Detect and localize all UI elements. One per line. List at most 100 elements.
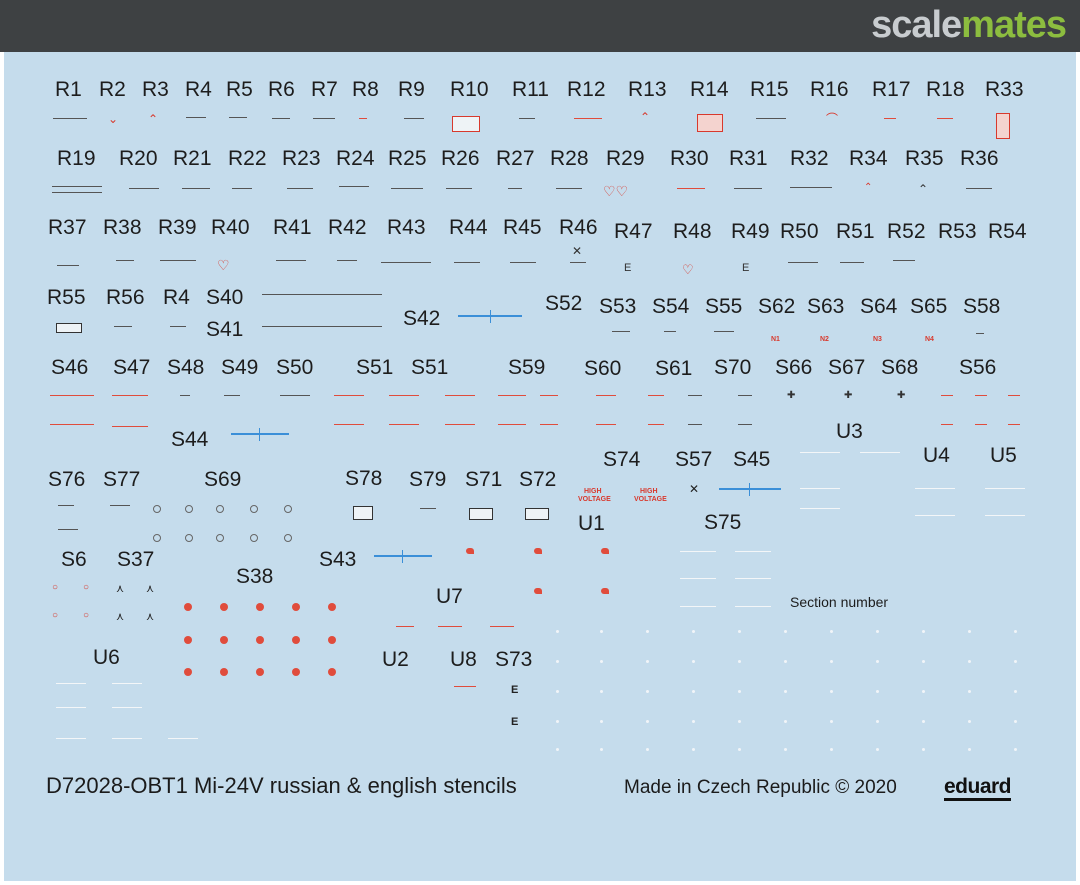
red-arrow-stencil xyxy=(328,668,336,676)
stencil-red-line xyxy=(334,424,364,425)
stencil-text-line xyxy=(738,424,752,425)
stencil-panel-box xyxy=(697,114,723,132)
stencil-text-line xyxy=(688,395,702,396)
stencil-text-line xyxy=(53,118,87,119)
decal-label: R4 xyxy=(163,286,190,309)
white-stencil-line xyxy=(680,551,716,552)
stencil-arrow-icon: ⌃ xyxy=(148,112,159,126)
decal-label: R16 xyxy=(810,78,849,101)
stencil-red-line xyxy=(937,118,953,119)
stencil-text-line xyxy=(664,331,676,332)
decal-label: S57 xyxy=(675,448,713,471)
stencil-text-line xyxy=(57,265,79,266)
section-number-mark xyxy=(830,630,833,633)
high-voltage-line2: VOLTAGE xyxy=(634,496,667,503)
white-stencil-line xyxy=(915,488,955,489)
stencil-text-line xyxy=(738,395,752,396)
stencil-panel-box xyxy=(525,508,549,520)
decal-label: R26 xyxy=(441,147,480,170)
white-stencil-line xyxy=(800,488,840,489)
stencil-text-line xyxy=(420,508,436,509)
section-number-mark xyxy=(922,660,925,663)
decal-label: S44 xyxy=(171,428,209,451)
stencil-red-line xyxy=(454,686,476,687)
decal-label: S46 xyxy=(51,356,89,379)
red-arrow-stencil xyxy=(328,636,336,644)
decal-label: S42 xyxy=(403,307,441,330)
decal-label: R42 xyxy=(328,216,367,239)
decal-label: R24 xyxy=(336,147,375,170)
decal-label: U2 xyxy=(382,648,409,671)
stencil-text-line xyxy=(232,188,252,189)
decal-label: R46 xyxy=(559,216,598,239)
red-arrow-stencil xyxy=(220,636,228,644)
stencil-bracket-icon: Ε xyxy=(624,262,632,274)
high-voltage-line2: VOLTAGE xyxy=(578,496,611,503)
decal-label: U6 xyxy=(93,646,120,669)
n-mark-stencil: N3 xyxy=(873,336,882,343)
section-number-mark xyxy=(1014,748,1017,751)
heart-shaped-stencil-icon: ♡ xyxy=(217,257,230,273)
decal-label: R4 xyxy=(185,78,212,101)
decal-label: R3 xyxy=(142,78,169,101)
stencil-red-line xyxy=(677,188,705,189)
section-number-mark xyxy=(600,630,603,633)
decal-label: S66 xyxy=(775,356,813,379)
red-flame-stencil xyxy=(534,588,542,594)
decal-label: R50 xyxy=(780,220,819,243)
stencil-red-line xyxy=(540,395,558,396)
stencil-text-line xyxy=(446,188,472,189)
section-number-mark xyxy=(784,720,787,723)
stencil-arrow-icon: ⌃ xyxy=(918,182,929,196)
white-stencil-line xyxy=(168,738,198,739)
white-stencil-line xyxy=(56,738,86,739)
decal-label: R37 xyxy=(48,216,87,239)
decal-label: R45 xyxy=(503,216,542,239)
decal-label: S50 xyxy=(276,356,314,379)
decal-label: S45 xyxy=(733,448,771,471)
section-number-mark xyxy=(968,660,971,663)
scalemates-logo[interactable]: scalemates xyxy=(871,4,1067,47)
stencil-circle-icon xyxy=(185,505,193,513)
section-number-mark xyxy=(876,720,879,723)
stencil-text-line xyxy=(519,118,535,119)
section-number-mark xyxy=(1014,630,1017,633)
stencil-red-line xyxy=(884,118,896,119)
red-arrow-stencil xyxy=(220,668,228,676)
stencil-text-line xyxy=(508,188,522,189)
decal-label: R12 xyxy=(567,78,606,101)
decal-label: R29 xyxy=(606,147,645,170)
stencil-red-line xyxy=(438,626,462,627)
stencil-text-line xyxy=(788,262,818,263)
stencil-red-line xyxy=(941,424,953,425)
stencil-red-line xyxy=(112,395,148,396)
stencil-red-line xyxy=(389,424,419,425)
stencil-text-line xyxy=(966,188,992,189)
logo-part2: mates xyxy=(961,4,1067,46)
stencil-bracket-icon: Ε xyxy=(511,716,519,728)
decal-label: R11 xyxy=(512,78,549,101)
red-arrow-stencil xyxy=(184,636,192,644)
decal-label: R33 xyxy=(985,78,1024,101)
stencil-text-line xyxy=(116,260,134,261)
section-number-mark xyxy=(922,720,925,723)
stencil-text-line xyxy=(58,505,74,506)
stencil-red-line xyxy=(359,118,367,119)
white-stencil-line xyxy=(985,488,1025,489)
decal-label: U5 xyxy=(990,444,1017,467)
decal-label: R47 xyxy=(614,220,653,243)
decal-label: R41 xyxy=(273,216,312,239)
decal-label: R21 xyxy=(173,147,212,170)
decal-label: S38 xyxy=(236,565,274,588)
red-arrow-stencil xyxy=(292,668,300,676)
decal-label: R22 xyxy=(228,147,267,170)
stencil-text-line xyxy=(52,192,102,193)
stencil-text-line xyxy=(391,188,423,189)
decal-label: R51 xyxy=(836,220,875,243)
blue-stencil-strip xyxy=(458,310,522,323)
red-arrow-stencil xyxy=(292,603,300,611)
stencil-text-line xyxy=(186,117,206,118)
stencil-text-line xyxy=(612,331,630,332)
decal-label: R38 xyxy=(103,216,142,239)
red-arrow-stencil xyxy=(256,603,264,611)
